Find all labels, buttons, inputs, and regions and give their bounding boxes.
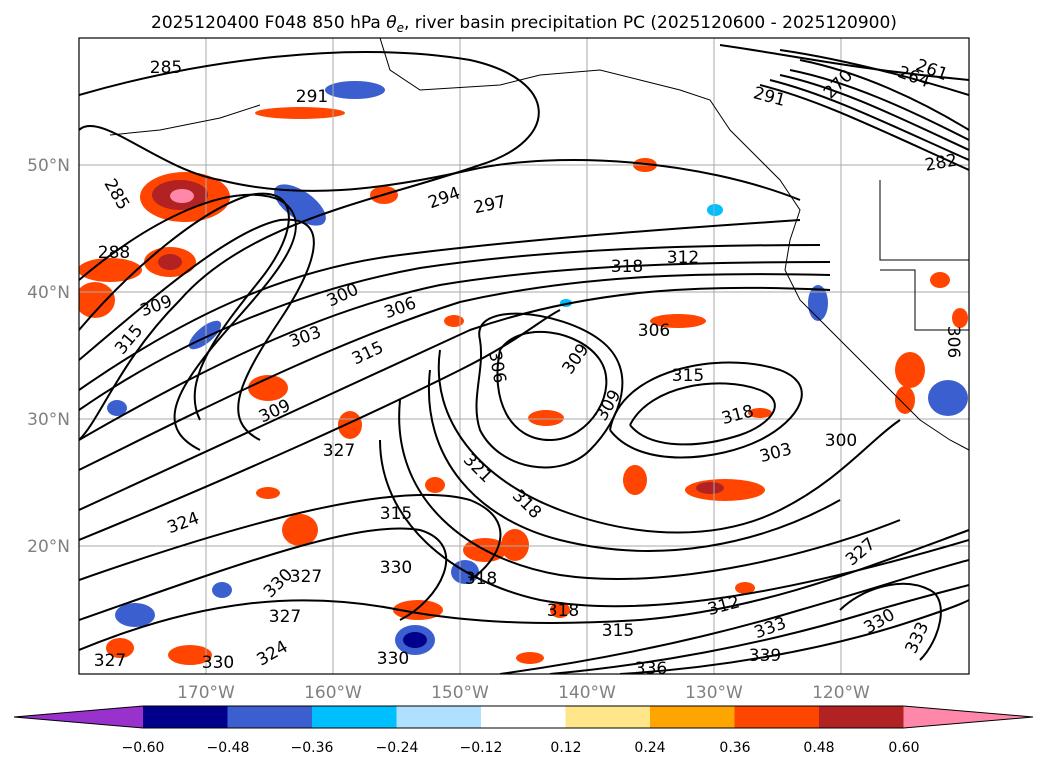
colorbar-segment [819,706,904,728]
lon-axis: 170°W 160°W 150°W 140°W 130°W 120°W [177,683,870,703]
colorbar-tick-label: −0.36 [291,740,334,756]
lon-tick-label: 150°W [431,683,489,703]
colorbar-extend-low [14,706,143,728]
colorbar-tick-label: −0.60 [122,740,165,756]
lon-tick-label: 170°W [177,683,235,703]
colorbar-tick-label: 0.12 [550,740,581,756]
contour-label: 318 [465,569,497,589]
contour-label: 336 [635,659,667,679]
contour-label: 327 [323,441,355,461]
contour-label: 327 [94,651,126,671]
lon-tick-label: 140°W [558,683,616,703]
colorbar-segment [143,706,228,728]
colorbar-segment [312,706,397,728]
colorbar-segment [734,706,820,728]
graticule [79,38,969,674]
lon-tick-label: 130°W [685,683,743,703]
contour-label: 306 [638,321,670,341]
contour-label: 318 [547,601,579,621]
lat-axis: 50°N 40°N 30°N 20°N [27,156,70,557]
lon-tick-label: 120°W [812,683,870,703]
contour-label: 285 [150,58,182,78]
colorbar-segment [565,706,651,728]
contour-label: 315 [672,366,704,386]
contour-label: 312 [667,248,699,268]
colorbar-tick-label: −0.24 [376,740,419,756]
contour-label: 291 [296,87,328,107]
colorbar-extend-high [903,706,1033,728]
contour-label: 300 [825,431,857,451]
theta-e-contours [79,44,969,674]
colorbar-tick-label: 0.24 [634,740,665,756]
lat-tick-label: 30°N [27,410,70,430]
contour-label: 327 [269,607,301,627]
precip-shading [79,81,968,665]
contour-label: 318 [611,257,643,277]
colorbar-segment [227,706,313,728]
colorbar-tick-label: 0.36 [719,740,750,756]
contour-label: 288 [98,243,130,263]
lat-tick-label: 40°N [27,283,70,303]
colorbar-segment [481,706,566,728]
lon-tick-label: 160°W [304,683,362,703]
contour-label: 306 [943,326,963,358]
colorbar-tick-labels: −0.60 −0.48 −0.36 −0.24 −0.12 0.12 0.24 … [122,740,920,756]
colorbar-tick-label: 0.48 [803,740,834,756]
contour-label: 315 [380,504,412,524]
colorbar-segment [650,706,735,728]
figure-title: 2025120400 F048 850 hPa θe, river basin … [151,13,897,35]
colorbar-tick-label: 0.60 [888,740,919,756]
contour-label: 327 [290,567,322,587]
colorbar [13,705,1034,729]
contour-label: 339 [749,646,781,666]
lat-tick-label: 50°N [27,156,70,176]
map-frame [78,37,970,675]
colorbar-segment [396,706,482,728]
contour-label: 330 [377,649,409,669]
contour-label: 315 [602,621,634,641]
contour-label: 330 [202,653,234,673]
map-area: 285 291 285 288 309 315 303 300 306 315 … [79,38,969,679]
lat-tick-label: 20°N [27,537,70,557]
colorbar-tick-label: −0.48 [207,740,250,756]
colorbar-outline [13,705,1034,729]
contour-label: 330 [380,558,412,578]
colorbar-tick-label: −0.12 [460,740,503,756]
